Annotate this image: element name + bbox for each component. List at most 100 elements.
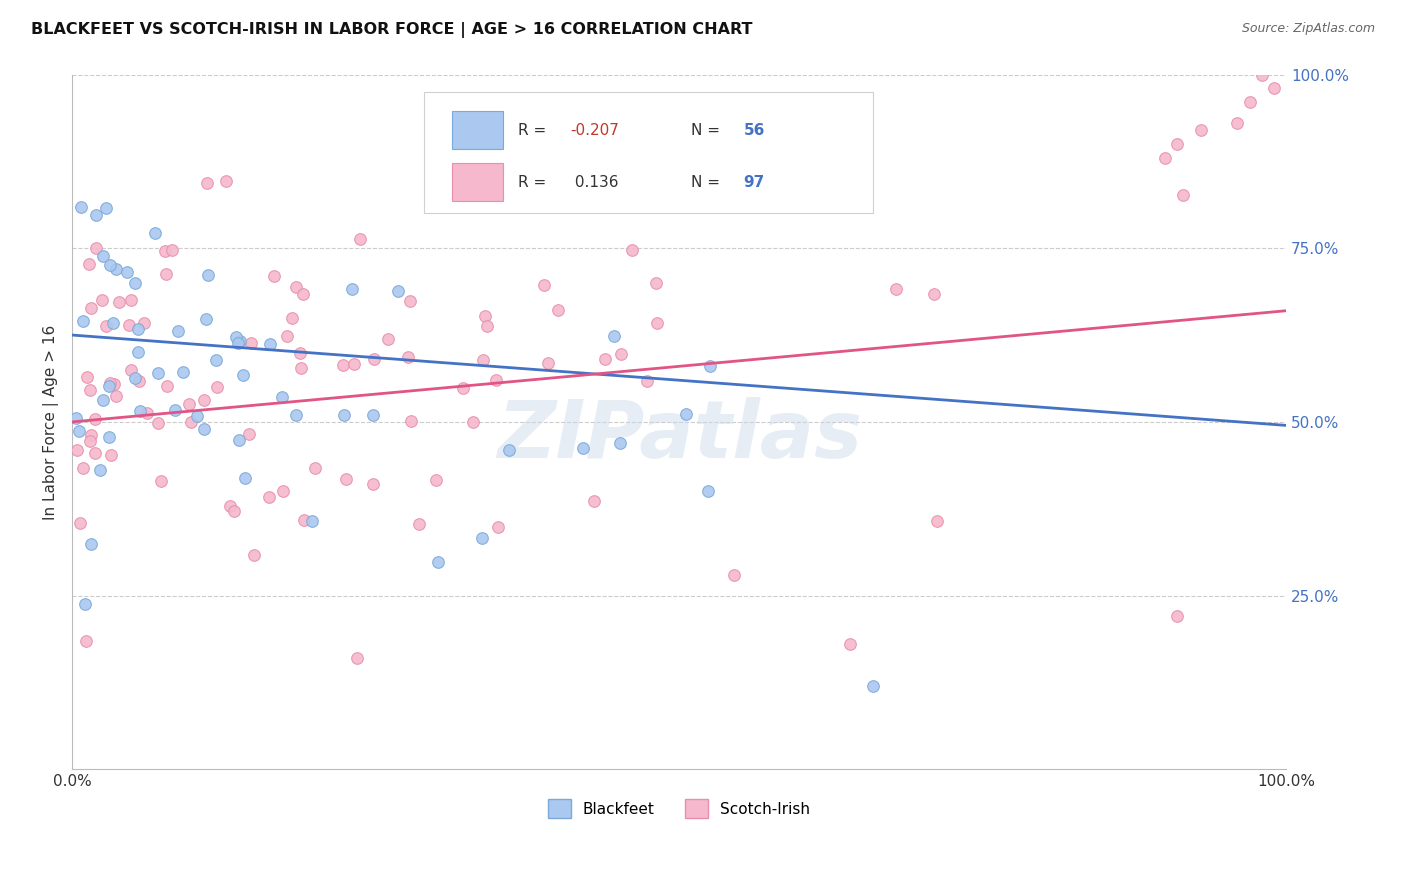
Point	[1171, 187, 1194, 202]
Point	[498, 442, 520, 457]
FancyBboxPatch shape	[453, 111, 503, 149]
Point	[290, 361, 312, 376]
Point	[97, 430, 120, 444]
Point	[1166, 136, 1188, 151]
Point	[153, 244, 176, 259]
Point	[84, 446, 107, 460]
Point	[486, 520, 509, 534]
Point	[150, 474, 173, 488]
Point	[91, 293, 114, 308]
Point	[335, 472, 357, 486]
Point	[645, 316, 668, 330]
Point	[1226, 116, 1249, 130]
Point	[136, 406, 159, 420]
Point	[75, 633, 97, 648]
Point	[205, 352, 228, 367]
Point	[124, 276, 146, 290]
Point	[572, 441, 595, 455]
Point	[427, 555, 450, 569]
Point	[91, 249, 114, 263]
Point	[69, 516, 91, 531]
Point	[228, 433, 250, 447]
Text: BLACKFEET VS SCOTCH-IRISH IN LABOR FORCE | AGE > 16 CORRELATION CHART: BLACKFEET VS SCOTCH-IRISH IN LABOR FORCE…	[31, 22, 752, 38]
Point	[228, 334, 250, 348]
Point	[165, 403, 187, 417]
Point	[408, 517, 430, 532]
Y-axis label: In Labor Force | Age > 16: In Labor Force | Age > 16	[44, 325, 59, 519]
Point	[195, 176, 218, 190]
Point	[77, 257, 100, 271]
Point	[451, 381, 474, 395]
Point	[76, 369, 98, 384]
Point	[723, 568, 745, 582]
Point	[84, 412, 107, 426]
Point	[294, 512, 316, 526]
Point	[292, 286, 315, 301]
Point	[194, 312, 217, 326]
Point	[239, 335, 262, 350]
Point	[104, 389, 127, 403]
Point	[839, 637, 862, 651]
Point	[80, 537, 103, 551]
Text: 0.136: 0.136	[569, 175, 619, 190]
Point	[146, 417, 169, 431]
Point	[609, 436, 631, 450]
Point	[636, 375, 658, 389]
Point	[238, 426, 260, 441]
Point	[193, 392, 215, 407]
Point	[100, 449, 122, 463]
Point	[156, 379, 179, 393]
Point	[675, 407, 697, 421]
Point	[922, 286, 945, 301]
Point	[399, 414, 422, 428]
Point	[98, 258, 121, 272]
Point	[471, 353, 494, 368]
Point	[536, 356, 558, 370]
Point	[281, 311, 304, 326]
Text: -0.207: -0.207	[569, 122, 619, 137]
Point	[104, 262, 127, 277]
Point	[1263, 81, 1285, 95]
Point	[84, 208, 107, 222]
Point	[72, 314, 94, 328]
Point	[886, 282, 908, 296]
Point	[215, 174, 238, 188]
Point	[167, 324, 190, 338]
Point	[120, 363, 142, 377]
Point	[233, 470, 256, 484]
Point	[276, 328, 298, 343]
Point	[186, 409, 208, 424]
Point	[193, 422, 215, 436]
Point	[343, 357, 366, 371]
Point	[1250, 68, 1272, 82]
Point	[242, 548, 264, 562]
Point	[285, 280, 308, 294]
Point	[363, 352, 385, 367]
Point	[699, 359, 721, 374]
Point	[146, 367, 169, 381]
Text: Source: ZipAtlas.com: Source: ZipAtlas.com	[1241, 22, 1375, 36]
Point	[332, 359, 354, 373]
Point	[79, 383, 101, 397]
Point	[862, 679, 884, 693]
Point	[103, 377, 125, 392]
Point	[65, 443, 87, 458]
Point	[257, 490, 280, 504]
Point	[1239, 95, 1261, 110]
Point	[94, 318, 117, 333]
Point	[65, 410, 87, 425]
Point	[471, 531, 494, 545]
Point	[285, 408, 308, 422]
Point	[96, 201, 118, 215]
Point	[925, 514, 948, 528]
Point	[259, 336, 281, 351]
Text: 56: 56	[744, 122, 765, 137]
Point	[222, 504, 245, 518]
Point	[145, 226, 167, 240]
Point	[349, 232, 371, 246]
Text: N =: N =	[692, 122, 725, 137]
Point	[177, 397, 200, 411]
Point	[301, 514, 323, 528]
Point	[84, 241, 107, 255]
Point	[1189, 123, 1212, 137]
